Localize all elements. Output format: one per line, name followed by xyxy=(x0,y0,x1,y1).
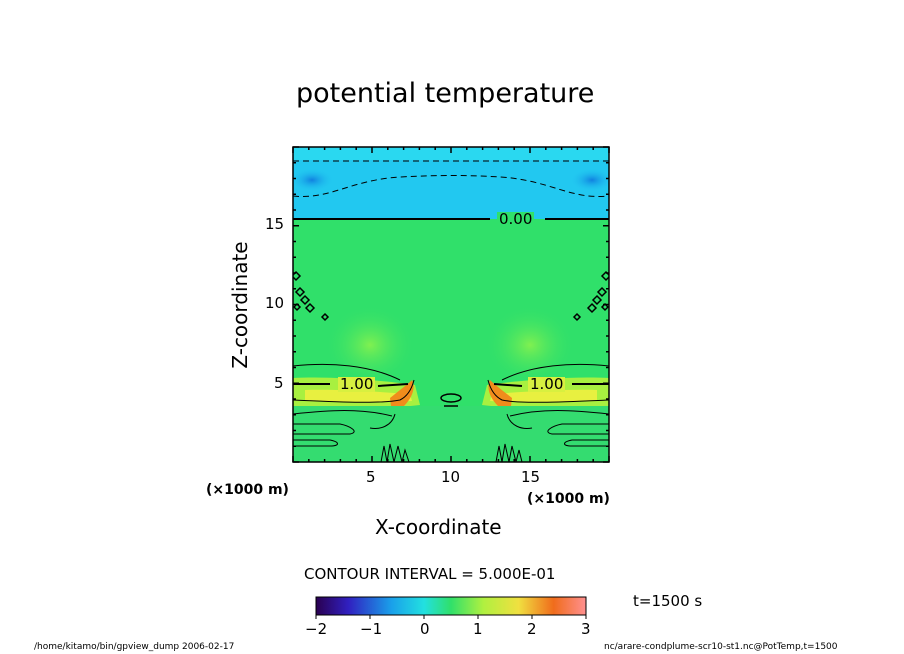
contour-lines xyxy=(293,160,609,462)
time-label: t=1500 s xyxy=(633,592,703,610)
colorbar-tick-label: 1 xyxy=(473,620,483,638)
x-tick-label: 10 xyxy=(441,468,461,486)
colorbar-tick-label: 2 xyxy=(527,620,537,638)
x-axis-label: X-coordinate xyxy=(375,515,502,539)
chart-title: potential temperature xyxy=(296,78,595,109)
colorbar-tick-label: 3 xyxy=(581,620,591,638)
x-tick-label: 5 xyxy=(366,468,376,486)
footer-left: /home/kitamo/bin/gpview_dump 2006-02-17 xyxy=(34,642,235,652)
footer-right: nc/arare-condplume-scr10-st1.nc@PotTemp,… xyxy=(604,642,838,652)
y-tick-label: 15 xyxy=(265,215,285,233)
y-axis-label: Z-coordinate xyxy=(228,241,252,369)
colorbar xyxy=(315,596,587,616)
y-tick-label: 10 xyxy=(265,294,285,312)
x-tick-marks xyxy=(292,147,610,462)
colorbar-tick-label: −1 xyxy=(360,620,383,638)
colorbar-tick-marks xyxy=(315,615,587,619)
y-tick-label: 5 xyxy=(274,374,284,392)
contour-interval: CONTOUR INTERVAL = 5.000E-01 xyxy=(304,565,556,583)
y-unit-label: (×1000 m) xyxy=(206,482,289,498)
contour-label-left: 1.00 xyxy=(338,375,376,393)
contour-label-zero: 0.00 xyxy=(497,210,535,228)
x-tick-label: 15 xyxy=(521,468,541,486)
colorbar-tick-label: −2 xyxy=(305,620,328,638)
contour-label-right: 1.00 xyxy=(528,375,566,393)
y-tick-marks xyxy=(293,146,609,463)
colorbar-tick-label: 0 xyxy=(420,620,430,638)
x-unit-label: (×1000 m) xyxy=(527,491,610,507)
